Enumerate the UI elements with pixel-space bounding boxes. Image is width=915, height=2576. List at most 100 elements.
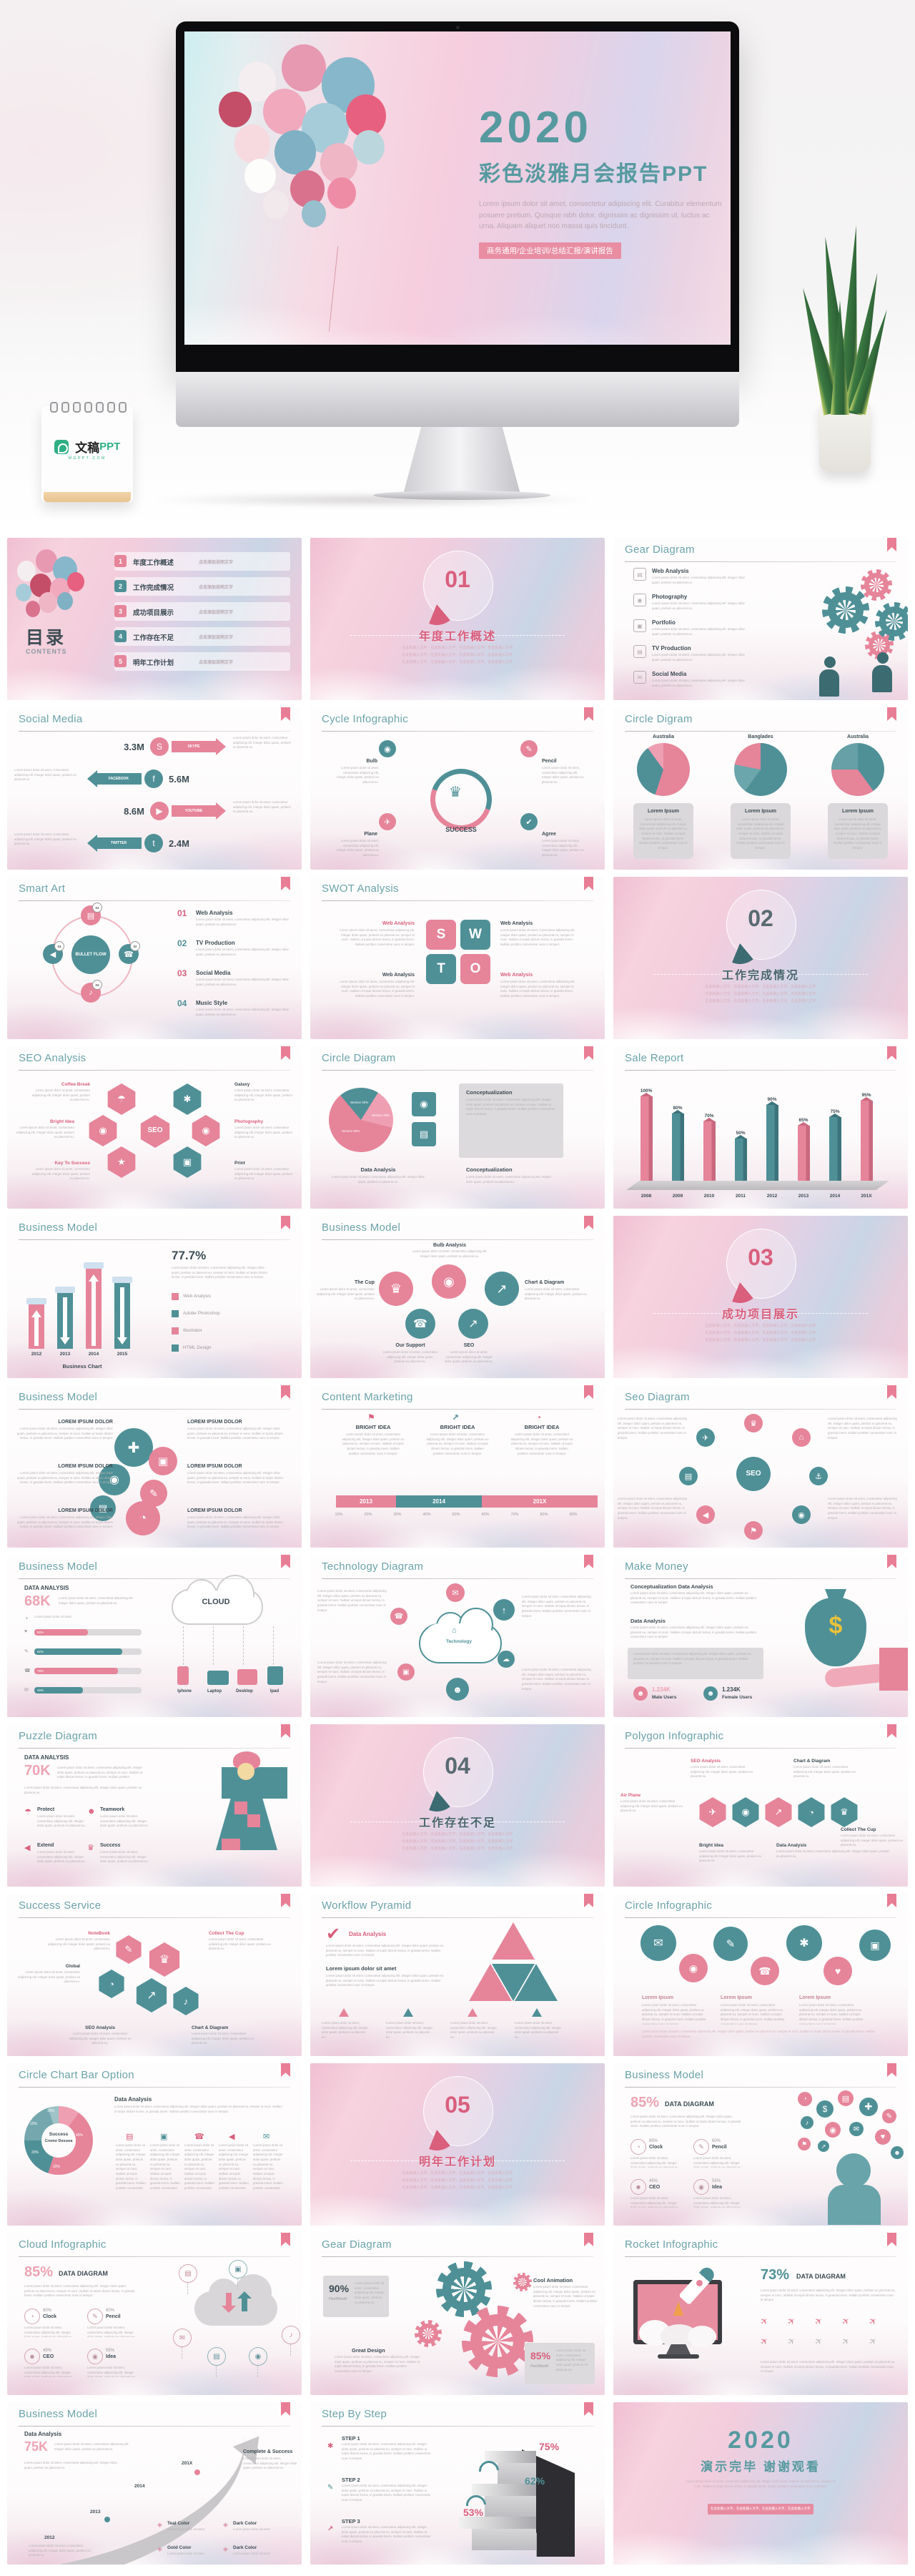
donut-center-1: Success (49, 2132, 69, 2137)
slide-thumbnail-section-22[interactable]: 04 工作存在不足 在此处输入文字，在此处输入文字，在此处输入文字，在此处输入文字在… (310, 1724, 605, 1887)
balloon (57, 592, 73, 610)
slide-thumbnail-salereport[interactable]: Sale Report 100% 2008 80% 2009 70% 2010 50% 201… (613, 1046, 908, 1209)
placeholder-zh-text: 在此处输入文字，在此处输入文字，在此处输入文字，在此处输入文字 (705, 1324, 816, 1328)
lorem-text: Lorem ipsum dolor sit amet, consectetur … (209, 1937, 271, 1951)
lorem-text: Lorem ipsum dolor sit amet, consectetur … (500, 980, 575, 998)
slide-thumbnail-datacloud[interactable]: Business Model DATA ANALYSIS 68K Lorem ips… (7, 1555, 302, 1717)
slide-thumbnail-pies3[interactable]: Circle Digram Australia Lorem Ipsum Lorem … (613, 707, 908, 870)
slide-title: Gear Diagram (322, 2238, 392, 2251)
slide-thumbnail-social[interactable]: Social Media 3.3M S SKYPE Lorem ipsum dolor… (7, 707, 302, 870)
balloon (244, 159, 276, 193)
social-network-label: SKYPE (187, 744, 200, 749)
slide-thumbnail-marketing[interactable]: Content Marketing ⚑ BRIGHT IDEA Lorem ipsu… (310, 1385, 605, 1548)
legend-card (731, 803, 791, 859)
slide-thumbnail-arrowgrowth[interactable]: Business Model Data Analysis 75K Lorem ips… (7, 2402, 302, 2565)
bookmark-icon (584, 707, 593, 721)
money-bag (805, 1598, 866, 1666)
lorem-text: Lorem ipsum dolor sit amet, consectetur … (219, 2143, 249, 2190)
slide-thumbnail-seoradial[interactable]: Seo Diagram SEO ♛ ✈ ⌂ ▤ ⚓ ◀ ◉ ⚑ Lorem ipsum dolor… (613, 1385, 908, 1548)
swot-letter: O (460, 954, 490, 984)
toc-item[interactable] (114, 552, 290, 571)
header-rule (19, 1917, 290, 1918)
slide-thumbnail-cycle[interactable]: Cycle Infographic ♛ SUCCESS ◉ Bulb Lorem ips… (310, 707, 605, 870)
slide-thumbnail-rocket[interactable]: Rocket Infographic 73% DATA DIAGRAM Lorem … (613, 2233, 908, 2395)
pyramid-right (515, 1964, 558, 2001)
legend-swatch (172, 1293, 179, 1300)
monitor-chin (176, 372, 739, 427)
slide-thumbnail-cloudinfo[interactable]: Cloud Infographic 85% DATA DIAGRAM Lorem i… (7, 2233, 302, 2395)
toc-item[interactable] (114, 577, 290, 596)
toc-item[interactable] (114, 652, 290, 671)
mini-rocket-icon: ✈ (866, 2314, 880, 2328)
legend-label: Dark Color (233, 2545, 257, 2550)
toc-item[interactable] (114, 602, 290, 621)
seo-hex-icon: ◉ (192, 1115, 220, 1146)
face (237, 1763, 254, 1780)
legend-label: Illustrator (183, 1328, 202, 1333)
lorem-text: Lorem ipsum dolor sit amet, consectetur … (642, 2030, 876, 2038)
image-icon: ▣ (229, 2260, 247, 2278)
toc-item[interactable] (114, 627, 290, 646)
slide-thumbnail-pyramid[interactable]: Workflow Pyramid ✔ Data Analysis Lorem ips… (310, 1894, 605, 2056)
slide-thumbnail-donut[interactable]: Circle Chart Bar Option Success Cremo Des… (7, 2063, 302, 2226)
slice-label: 45% (76, 2133, 84, 2138)
lorem-text: Lorem ipsum dolor sit amet, consectetur … (233, 800, 291, 814)
slide-thumbnail-puzzle[interactable]: Puzzle Diagram DATA ANALYSIS 70K Lorem ips… (7, 1724, 302, 1887)
slide-thumbnail-seohex[interactable]: SEO Analysis SEO ☂ ✱ ◉ ◉ ★ ▣ Coffee Break Lorem … (7, 1046, 302, 1209)
slide-thumbnail-smartart[interactable]: Smart Art BULLET FLOW ▤ 01 ☎ 02 ♪ 03 ◀ 04 01 Web A… (7, 877, 302, 1039)
section-title: 工作存在不足 (418, 1817, 496, 1829)
legend-swatch (172, 1327, 179, 1334)
bar-arrow-stem (120, 1287, 124, 1337)
slide-thumbnail-money[interactable]: Make Money Conceptualization Data Analys… (613, 1555, 908, 1717)
lorem-text: Lorem ipsum dolor sit amet, consectetur … (337, 766, 379, 784)
bar-value-label: 95% (861, 1093, 871, 1098)
slide-thumbnail-lorem6[interactable]: Business Model ✚ ▣ ◉ ✎ ▤ ◔ LOREM IPSUM DOLOR Lo… (7, 1385, 302, 1548)
slide-thumbnail-closing-35[interactable]: 2020 演示完毕 谢谢观看 Lorem ipsum dolor sit amet,… (613, 2402, 908, 2565)
person-icon: ☻ (24, 2349, 40, 2364)
bar-cap (861, 1097, 872, 1101)
bookmark-icon (281, 1046, 290, 1060)
slide-thumbnail-steps[interactable]: Step By Step ✱ STEP 1 Lorem ipsum dolor si… (310, 2402, 605, 2565)
balloon (263, 190, 289, 219)
header-rule (19, 731, 290, 732)
spiral-ring (96, 402, 104, 413)
slide-thumbnail-section-28[interactable]: 05 明年工作计划 在此处输入文字，在此处输入文字，在此处输入文字，在此处输入文字在… (310, 2063, 605, 2226)
header-rule (625, 2256, 896, 2257)
spiral-ring (107, 402, 115, 413)
slide-thumbnail-gears2[interactable]: Gear Diagram 90% Per/Month Lorem ipsum dol… (310, 2233, 605, 2395)
slide-thumbnail-techcloud[interactable]: Technology Diagram ⌂ Technology ✉ ↑ ☎ ☁ ▣ ☻ Lore… (310, 1555, 605, 1717)
slide-thumbnail-gearlist[interactable]: Gear Diagram ▤ Web Analysis Lorem ipsum do… (613, 538, 908, 700)
smartart-node-number: 01 (92, 903, 102, 913)
bar-fill (34, 1648, 122, 1655)
slide-thumbnail-section-1[interactable]: 01 年度工作概述 在此处输入文字，在此处输入文字，在此处输入文字，在此处输入文字在… (310, 538, 605, 700)
slide-thumbnail-successhex[interactable]: Success Service ✎ ♛ ◔ ↗ ♪ NoteBook Lorem ipsum… (7, 1894, 302, 2056)
slide-thumbnail-section-14[interactable]: 03 成功项目展示 在此处输入文字，在此处输入文字，在此处输入文字，在此处输入文字在… (613, 1216, 908, 1378)
male-users-icon: ☻ (633, 1686, 648, 1701)
header-rule (625, 1070, 896, 1071)
polygon-label: Collect The Cup (841, 1827, 876, 1832)
chart-base-platform (626, 1181, 889, 1190)
header-rule (322, 1239, 593, 1240)
slide-thumbnail-headbubbles[interactable]: Business Model 85% DATA DIAGRAM Lorem ipsu… (613, 2063, 908, 2226)
slide-thumbnail-pieboxes[interactable]: Circle Diagram Service 20% Service 20% Ser… (310, 1046, 605, 1209)
slide-thumbnail-bizchart[interactable]: Business Model 2012 2013 2014 2015 Business … (7, 1216, 302, 1378)
umbrella-icon: ☂ (24, 1808, 31, 1817)
slide-thumbnail-circles7[interactable]: Circle Infographic ✉ ◉ ✎ ☎ ✱ ♥ ▣ Lorem Ipsum Lor… (613, 1894, 908, 2056)
smartart-list-label: Social Media (196, 970, 231, 976)
bookmark-icon (887, 1046, 896, 1060)
heading: Data Analysis (114, 2096, 152, 2103)
slide-thumbnail-contents-0[interactable]: 目录 CONTENTS 1 年度工作概述 点击添加说明文字 2 工作完成情况 点击添加说明文字… (7, 538, 302, 700)
slide-thumbnail-bizcircles[interactable]: Business Model ♛ ◉ ↗ ☎ ↗ The Cup Lorem ipsum d… (310, 1216, 605, 1378)
arrow-right-tip (216, 802, 226, 820)
slide-thumbnail-polygon[interactable]: Polygon Infographic ✈ ◉ ↗ ◔ ♛ SEO Analysis Lor… (613, 1724, 908, 1887)
bar-year-label: 2013 (798, 1194, 809, 1199)
lorem-text: Lorem ipsum dolor sit amet (167, 2527, 204, 2531)
scale-label: 20% (364, 1513, 372, 1517)
balloon (16, 584, 31, 601)
slide-thumbnail-swot[interactable]: SWOT Analysis S W T O Web Analysis Lorem ipsu… (310, 877, 605, 1039)
bar-fill (34, 1668, 118, 1674)
social-network-label: YOUTUBE (184, 809, 203, 813)
ipad-icon (267, 1666, 283, 1685)
portfolio-icon: ▣ (633, 619, 646, 632)
slide-thumbnail-section-8[interactable]: 02 工作完成情况 在此处输入文字，在此处输入文字，在此处输入文字，在此处输入文字在… (613, 877, 908, 1039)
